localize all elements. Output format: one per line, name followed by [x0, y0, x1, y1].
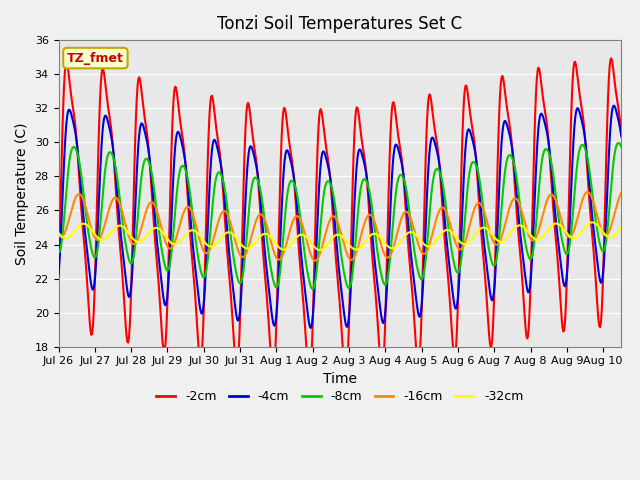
Line: -32cm: -32cm [58, 222, 621, 250]
-16cm [123, 226, 131, 232]
-2cm [618, 132, 625, 138]
Legend: -2cm, -4cm, -8cm, -16cm, -32cm: -2cm, -4cm, -8cm, -16cm, -32cm [151, 385, 529, 408]
-2cm [607, 55, 615, 61]
-8cm [618, 144, 625, 150]
-2cm [409, 300, 417, 306]
-4cm [65, 107, 72, 113]
-16cm [426, 241, 433, 247]
-16cm [409, 223, 417, 229]
-4cm [54, 271, 62, 277]
Line: -4cm: -4cm [58, 106, 621, 328]
-8cm [65, 164, 72, 169]
-16cm [65, 217, 72, 223]
-2cm [54, 274, 62, 280]
-4cm [618, 133, 625, 139]
Text: TZ_fmet: TZ_fmet [67, 51, 124, 65]
-32cm [409, 230, 417, 236]
-8cm [309, 286, 317, 292]
Title: Tonzi Soil Temperatures Set C: Tonzi Soil Temperatures Set C [218, 15, 463, 33]
X-axis label: Time: Time [323, 372, 357, 386]
-16cm [54, 232, 62, 238]
-16cm [618, 190, 625, 196]
-16cm [312, 258, 319, 264]
-32cm [65, 234, 72, 240]
-8cm [54, 250, 62, 256]
-16cm [584, 189, 591, 195]
-32cm [618, 224, 625, 230]
-8cm [180, 164, 188, 169]
-8cm [426, 211, 433, 217]
-4cm [307, 325, 314, 331]
Line: -8cm: -8cm [58, 143, 621, 289]
-8cm [210, 193, 218, 199]
-2cm [123, 334, 131, 339]
-8cm [123, 247, 131, 252]
-4cm [180, 150, 188, 156]
-8cm [409, 239, 417, 245]
-32cm [210, 243, 218, 249]
-2cm [180, 144, 188, 150]
-4cm [210, 138, 218, 144]
-2cm [426, 92, 433, 97]
-16cm [210, 236, 218, 242]
-2cm [210, 101, 218, 107]
-4cm [123, 283, 131, 288]
-4cm [610, 103, 618, 108]
-16cm [180, 209, 188, 215]
-2cm [306, 374, 314, 380]
-4cm [409, 271, 417, 276]
Line: -2cm: -2cm [58, 58, 621, 377]
-8cm [614, 140, 622, 146]
-32cm [316, 247, 324, 253]
-4cm [426, 149, 433, 155]
-32cm [54, 230, 62, 236]
-32cm [426, 243, 433, 249]
-32cm [589, 219, 596, 225]
Y-axis label: Soil Temperature (C): Soil Temperature (C) [15, 122, 29, 264]
-32cm [180, 234, 188, 240]
-32cm [123, 228, 131, 233]
Line: -16cm: -16cm [58, 192, 621, 261]
-2cm [65, 72, 72, 77]
